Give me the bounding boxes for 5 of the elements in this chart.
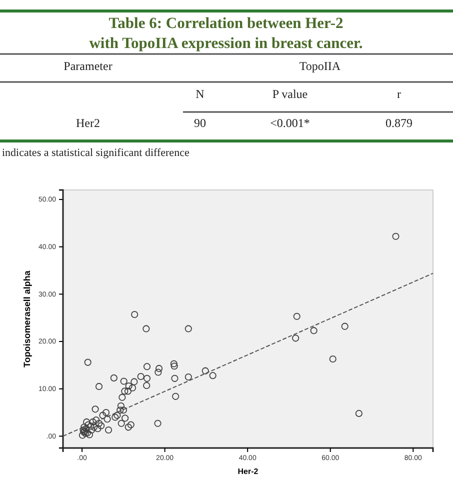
y-axis-title: Topoisomerasell alpha: [22, 270, 32, 368]
table: Table 6: Correlation between Her-2 with TopoIIA expression in breast cancer. Parameter TopoIIA N P value r Her2 90 <0.001* 0.879: [0, 10, 453, 142]
text: indicates a statistical significant difference: [2, 147, 190, 159]
chart-title: Table 6: Correlation between Her-2 with TopoIIA expression in breast cancer.: [89, 15, 363, 52]
x-axis-title: Her-2: [238, 467, 259, 476]
